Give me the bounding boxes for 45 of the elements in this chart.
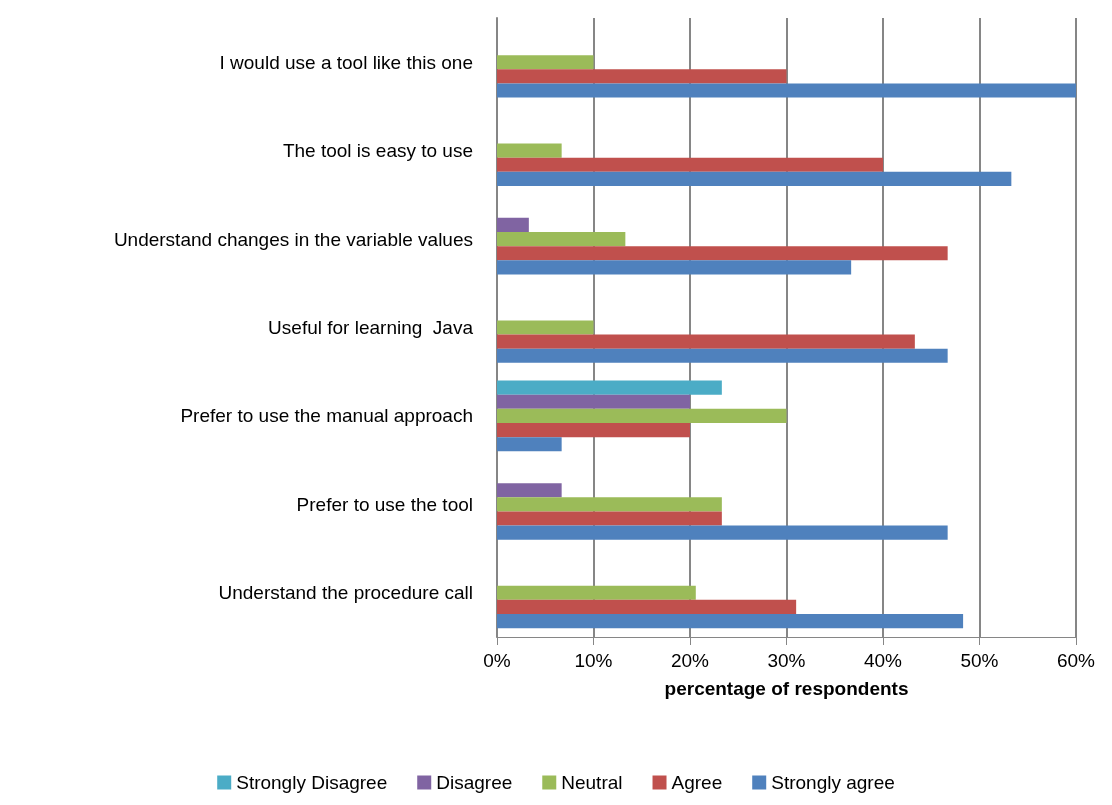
bar — [497, 497, 722, 512]
y-tick-label: Prefer to use the manual approach — [180, 405, 473, 427]
bar — [497, 483, 562, 498]
y-tick-label: I would use a tool like this one — [219, 51, 473, 73]
legend-label: Agree — [671, 772, 723, 793]
bar — [497, 171, 1012, 187]
x-tick-label: 50% — [960, 650, 999, 671]
x-tick-label: 0% — [483, 650, 511, 671]
x-tick-label: 60% — [1056, 650, 1096, 671]
y-tick-label: Understand the procedure call — [218, 582, 473, 604]
bar — [497, 83, 1076, 98]
x-tick-label: 30% — [767, 650, 806, 671]
legend-label: Strongly Disagree — [236, 772, 388, 793]
legend-label: Strongly agree — [771, 772, 895, 793]
bar — [497, 394, 690, 409]
x-axis-title: percentage of respondents — [664, 678, 909, 699]
bar — [497, 320, 594, 335]
y-tick-label: Useful for learning Java — [268, 317, 474, 338]
bar — [497, 585, 696, 600]
x-tick-label: 40% — [863, 650, 903, 671]
bar — [497, 380, 722, 395]
bar — [497, 525, 948, 540]
x-tick-label: 20% — [670, 650, 710, 671]
bar — [497, 408, 787, 423]
bar — [497, 55, 594, 70]
bar — [497, 232, 626, 247]
x-tick-label: 10% — [574, 650, 613, 671]
bar — [497, 260, 852, 275]
bar — [497, 599, 797, 615]
bar — [497, 246, 948, 261]
bar — [497, 143, 562, 158]
bar — [497, 511, 722, 526]
legend-label: Disagree — [436, 772, 513, 793]
bar — [497, 157, 883, 172]
bar — [497, 614, 964, 629]
bar — [497, 69, 787, 84]
bar — [497, 348, 948, 363]
bar — [497, 217, 529, 232]
bar — [497, 437, 562, 452]
y-tick-label: The tool is easy to use — [282, 140, 473, 162]
legend-label: Neutral — [561, 772, 623, 793]
y-tick-label: Understand changes in the variable values — [113, 228, 473, 250]
bar — [497, 423, 690, 438]
bar — [497, 334, 915, 349]
y-tick-label: Prefer to use the tool — [296, 493, 473, 515]
